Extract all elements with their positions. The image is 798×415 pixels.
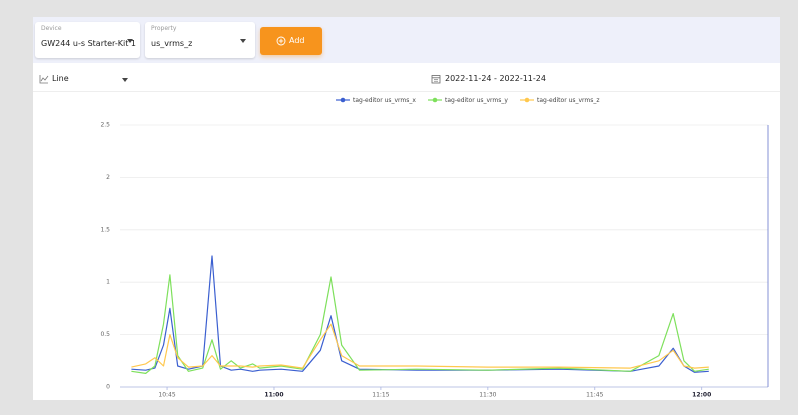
x-tick-label: 11:00 — [264, 392, 283, 399]
legend-swatch-dot — [340, 97, 346, 103]
series-line — [131, 255, 709, 373]
x-tick-label: 10:45 — [158, 392, 175, 399]
y-tick-label: 1.5 — [100, 226, 110, 233]
toolbar: Device GW244 u-s Starter-Kit 1 Property … — [33, 17, 780, 63]
y-tick-label: 2 — [106, 174, 110, 181]
add-label: Add — [289, 36, 305, 45]
date-range[interactable]: 2022-11-24 - 2022-11-24 — [445, 74, 546, 83]
dropdown-arrow — [240, 39, 246, 43]
property-select[interactable]: Property us_vrms_z — [145, 22, 255, 58]
device-select[interactable]: Device GW244 u-s Starter-Kit 1 — [35, 22, 140, 58]
property-label: Property — [151, 25, 177, 32]
calendar-icon — [431, 75, 441, 84]
legend-label: tag-editor us_vrms_z — [537, 97, 600, 104]
y-tick-label: 2.5 — [100, 122, 110, 129]
x-tick-label: 11:15 — [372, 392, 389, 399]
x-tick-label: 11:45 — [586, 392, 603, 399]
series-line — [131, 323, 709, 369]
chart-controls: Line 2022-11-24 - 2022-11-24 — [33, 67, 780, 92]
y-tick-label: 1 — [106, 279, 110, 286]
legend-label: tag-editor us_vrms_x — [353, 97, 416, 104]
y-tick-label: 0 — [106, 384, 110, 391]
chart-type-select[interactable]: Line — [52, 74, 69, 83]
series-line — [131, 274, 709, 374]
add-button[interactable]: Add — [260, 27, 322, 55]
dropdown-arrow — [127, 39, 133, 43]
legend-swatch-dot — [432, 97, 438, 103]
x-tick-label: 11:30 — [479, 392, 496, 399]
legend-label: tag-editor us_vrms_y — [445, 97, 508, 104]
line-chart-icon — [39, 75, 49, 84]
legend-swatch-dot — [524, 97, 530, 103]
property-value: us_vrms_z — [151, 39, 193, 48]
device-value: GW244 u-s Starter-Kit 1 — [41, 39, 136, 48]
x-tick-label: 12:00 — [692, 392, 711, 399]
chart: 0 0.5 1 1.5 2 2.5 10:45 11:00 11:15 11:30 11:45 12:… — [100, 97, 769, 399]
dropdown-arrow — [122, 78, 128, 82]
device-label: Device — [41, 25, 62, 32]
y-tick-label: 0.5 — [100, 331, 110, 338]
plus-icon — [276, 36, 286, 46]
app-panel: Device GW244 u-s Starter-Kit 1 Property … — [33, 17, 780, 400]
